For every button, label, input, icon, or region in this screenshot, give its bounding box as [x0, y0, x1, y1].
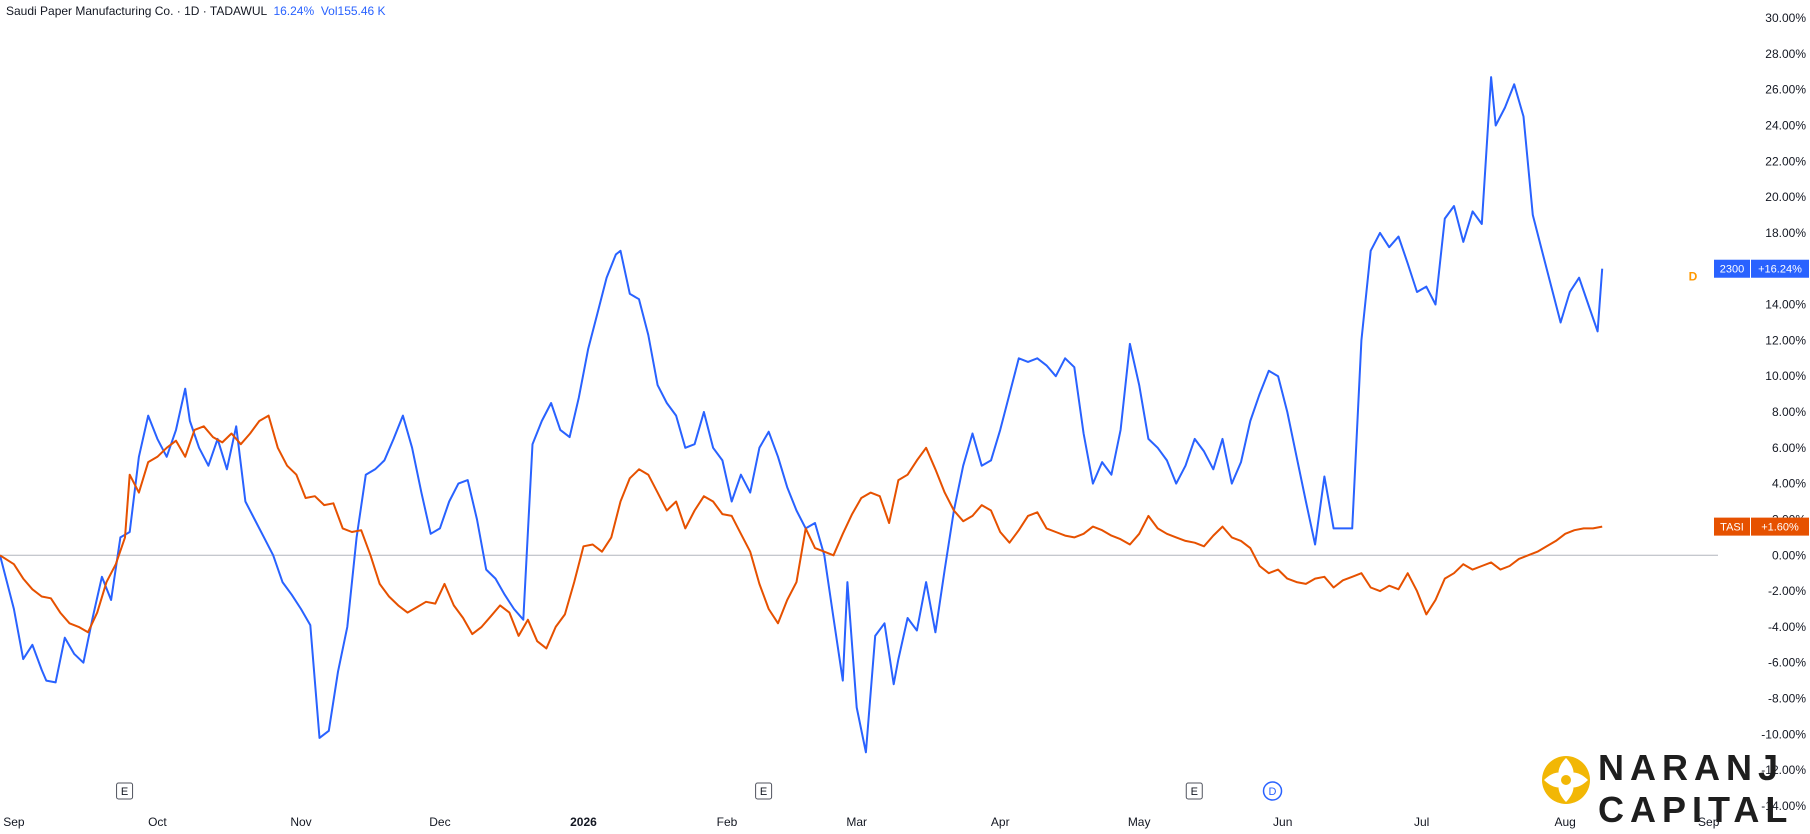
main-series-symbol-box: [1714, 259, 1750, 278]
x-tick-label: Nov: [290, 815, 311, 829]
compare-series-symbol-box: [1714, 517, 1750, 536]
y-tick-label: 24.00%: [1765, 118, 1806, 132]
earnings-event-box: [116, 782, 134, 800]
dividend-event-circle: [1262, 781, 1283, 801]
x-tick-label: Apr: [991, 815, 1010, 829]
y-tick-label: 12.00%: [1765, 333, 1806, 347]
dividend-event-marker[interactable]: D: [1262, 781, 1283, 801]
series-layer: [0, 76, 1604, 754]
y-tick-label: -4.00%: [1768, 620, 1806, 634]
earnings-event-box: [1185, 782, 1203, 800]
x-tick-label: Mar: [846, 815, 867, 829]
y-tick-label: -8.00%: [1768, 692, 1806, 706]
x-tick-label: 2026: [570, 815, 597, 829]
y-tick-label: 22.00%: [1765, 154, 1806, 168]
badges-layer: 2300 +16.24% TASI +1.60% D: [1689, 259, 1809, 536]
brand-line2: CAPITAL: [1598, 789, 1794, 830]
earnings-event-label: E: [760, 786, 767, 798]
brand-logo-mark: [1542, 756, 1590, 804]
y-tick-label: 4.00%: [1772, 477, 1806, 491]
series-line-tasi: [0, 414, 1603, 650]
y-tick-label: 20.00%: [1765, 190, 1806, 204]
earnings-event-label: E: [121, 786, 128, 798]
x-tick-label: Jun: [1273, 815, 1292, 829]
price-axis: 30.00% 28.00% 26.00% 24.00% 22.00% 20.00% 18.0…: [1761, 11, 1806, 813]
y-tick-label: 18.00%: [1765, 226, 1806, 240]
compare-series-change-box: [1751, 517, 1809, 536]
y-tick-label: 30.00%: [1765, 11, 1806, 25]
y-tick-label: 0.00%: [1772, 548, 1806, 562]
y-tick-label: -2.00%: [1768, 584, 1806, 598]
x-tick-label: Sep: [3, 815, 25, 829]
y-tick-label: 6.00%: [1772, 441, 1806, 455]
y-tick-label: 28.00%: [1765, 47, 1806, 61]
dividend-event-label: D: [1269, 786, 1277, 798]
main-series-change: +16.24%: [1758, 264, 1802, 276]
y-tick-label: 14.00%: [1765, 298, 1806, 312]
y-tick-label: -10.00%: [1761, 727, 1806, 741]
main-series-change-box: [1751, 259, 1809, 278]
x-tick-label: Sep: [1698, 815, 1720, 829]
earnings-event-marker[interactable]: E: [1185, 782, 1203, 800]
y-tick-label: -12.00%: [1761, 763, 1806, 777]
series-line-2300: [0, 76, 1604, 754]
x-tick-label: Oct: [148, 815, 167, 829]
earnings-event-marker[interactable]: E: [116, 782, 134, 800]
change-percent: 16.24%: [273, 4, 315, 18]
volume-value: 155.46 K: [337, 4, 386, 18]
y-tick-label: 8.00%: [1772, 405, 1806, 419]
earnings-event-box: [755, 782, 773, 800]
time-axis: Sep Oct Nov Dec 2026 Feb Mar Apr May Jun Jul Aug Sep: [3, 815, 1720, 829]
x-tick-label: Jul: [1414, 815, 1429, 829]
x-tick-label: May: [1128, 815, 1151, 829]
brand-logo: NARANJ CAPITAL: [1540, 748, 1802, 832]
y-tick-label: -6.00%: [1768, 656, 1806, 670]
y-tick-label: 10.00%: [1765, 369, 1806, 383]
x-tick-label: Feb: [717, 815, 738, 829]
chart-header: Saudi Paper Manufacturing Co. · 1D · TAD…: [6, 4, 386, 18]
main-series-symbol: 2300: [1720, 264, 1744, 276]
brand-line1: NARANJ: [1598, 747, 1785, 788]
volume-label: Vol: [320, 4, 338, 18]
x-tick-label: Dec: [429, 815, 450, 829]
dividend-marker: D: [1689, 270, 1698, 284]
compare-series-symbol: TASI: [1720, 522, 1744, 534]
main-series-badge: 2300 +16.24%: [1714, 259, 1809, 278]
earnings-event-label: E: [1191, 786, 1198, 798]
x-tick-label: Aug: [1555, 815, 1576, 829]
compare-series-badge: TASI +1.60%: [1714, 517, 1809, 536]
earnings-event-marker[interactable]: E: [755, 782, 773, 800]
compare-series-change: +1.60%: [1761, 522, 1799, 534]
symbol-title[interactable]: Saudi Paper Manufacturing Co. · 1D · TAD…: [6, 4, 267, 18]
y-tick-label: -14.00%: [1761, 799, 1806, 813]
y-tick-label: 26.00%: [1765, 83, 1806, 97]
